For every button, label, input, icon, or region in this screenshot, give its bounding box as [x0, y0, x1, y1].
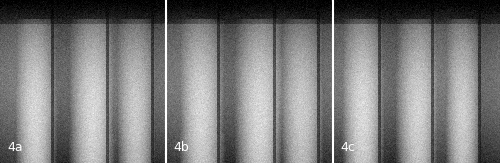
Text: 4a: 4a	[7, 141, 22, 155]
Text: 4c: 4c	[340, 141, 355, 155]
Text: 4b: 4b	[173, 141, 189, 155]
